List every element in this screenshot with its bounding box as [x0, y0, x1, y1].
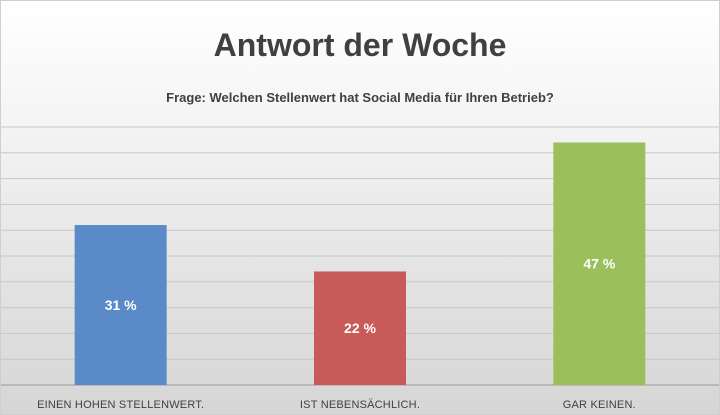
data-label: 47 %	[583, 256, 615, 272]
data-label: 31 %	[105, 297, 137, 313]
bar	[314, 271, 406, 385]
category-label: EINEN HOHEN STELLENWERT.	[37, 399, 204, 411]
data-label: 22 %	[344, 320, 376, 336]
category-label: GAR KEINEN.	[563, 399, 636, 411]
chart-title: Antwort der Woche	[213, 27, 507, 63]
chart-subtitle: Frage: Welchen Stellenwert hat Social Me…	[166, 90, 554, 105]
bar	[74, 225, 167, 385]
bar	[553, 142, 646, 385]
category-label: IST NEBENSÄCHLICH.	[300, 399, 420, 411]
